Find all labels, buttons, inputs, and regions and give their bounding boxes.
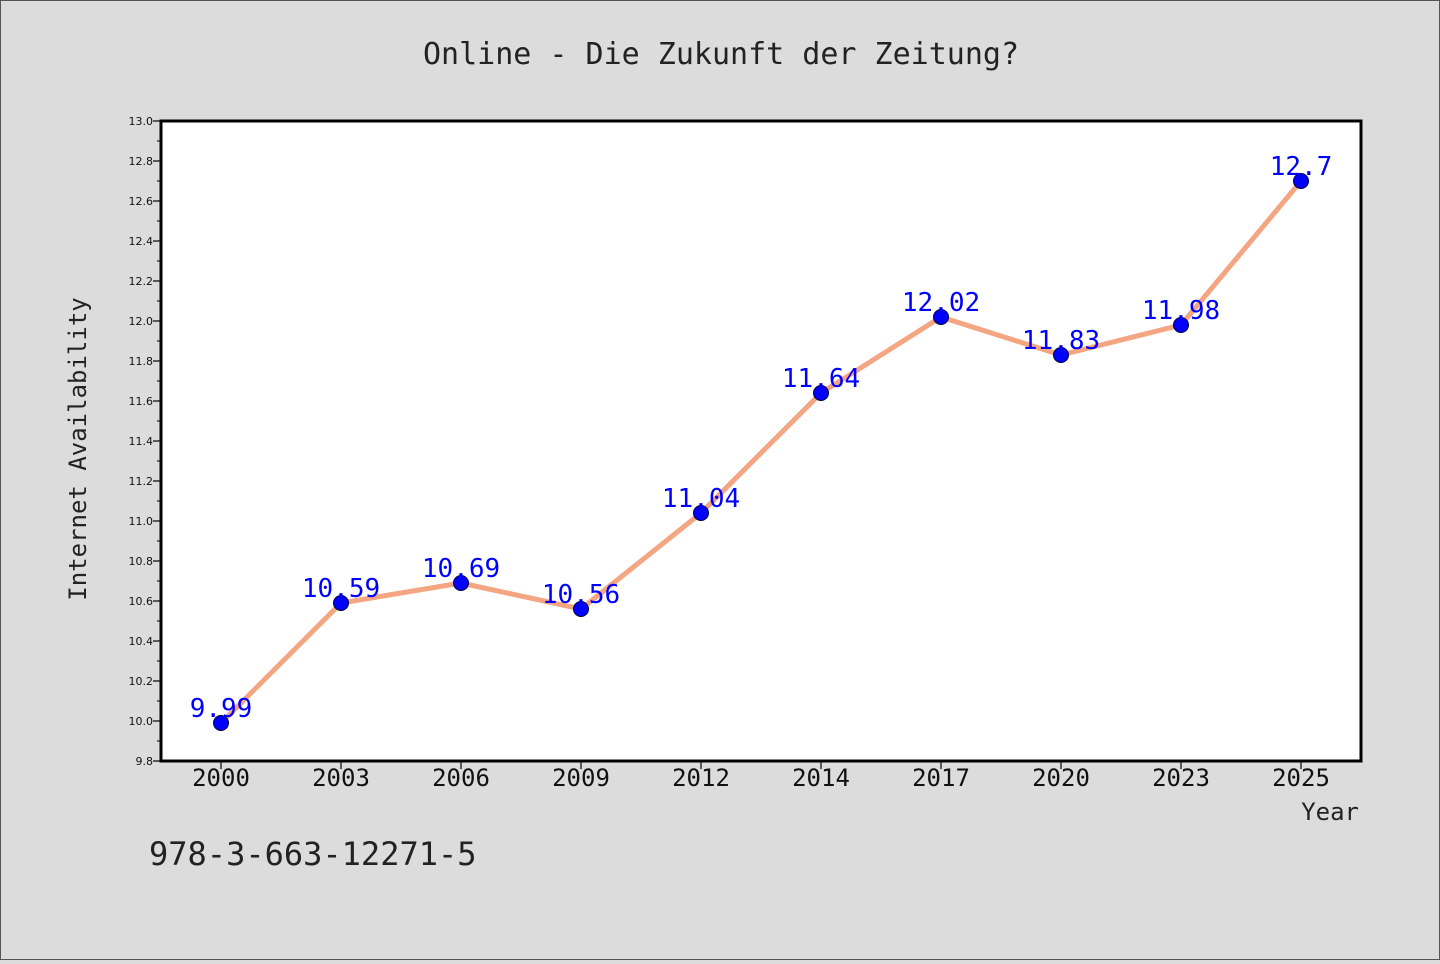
chart-title: Online - Die Zukunft der Zeitung? — [423, 37, 1019, 72]
data-label: 11.98 — [1142, 296, 1220, 326]
y-tick-label: 10.8 — [129, 555, 154, 568]
x-tick-label: 2020 — [1032, 764, 1090, 792]
y-tick-label: 13.0 — [129, 115, 154, 128]
data-point — [453, 575, 469, 591]
data-label: 11.64 — [782, 364, 860, 394]
data-label: 12.02 — [902, 288, 980, 318]
y-tick-label: 10.0 — [129, 715, 154, 728]
series-markers-group — [213, 173, 1309, 731]
y-tick-label: 12.6 — [129, 195, 154, 208]
y-tick-label: 10.4 — [129, 635, 154, 648]
y-tick-label: 9.8 — [136, 755, 154, 768]
data-label: 11.83 — [1022, 326, 1100, 356]
data-label: 9.99 — [190, 694, 253, 724]
y-tick-label: 10.6 — [129, 595, 154, 608]
data-label: 10.56 — [542, 580, 620, 610]
y-tick-label: 11.4 — [129, 435, 154, 448]
data-point — [933, 309, 949, 325]
data-labels-group: 9.99 10.59 10.69 10.56 11.04 11.64 12.02 11.83 1… — [190, 152, 1333, 724]
y-tick-label: 12.2 — [129, 275, 154, 288]
y-tick-label: 11.8 — [129, 355, 154, 368]
y-tick-label: 12.4 — [129, 235, 154, 248]
x-axis-label: Year — [1301, 798, 1359, 826]
data-label: 10.59 — [302, 574, 380, 604]
isbn-text: 978-3-663-12271-5 — [149, 835, 477, 873]
data-label: 11.04 — [662, 484, 740, 514]
y-tick-label: 10.2 — [129, 675, 154, 688]
series-line — [218, 178, 1304, 726]
data-label: 12.7 — [1270, 152, 1333, 182]
x-axis: 2000 2003 2006 2009 2012 2014 2017 2020 2023 2025 — [192, 761, 1330, 792]
x-tick-label: 2014 — [792, 764, 850, 792]
data-point — [333, 595, 349, 611]
x-tick-label: 2000 — [192, 764, 250, 792]
x-tick-label: 2009 — [552, 764, 610, 792]
y-tick-label: 12.8 — [129, 155, 154, 168]
x-tick-label: 2012 — [672, 764, 730, 792]
data-point — [1173, 317, 1189, 333]
data-label: 10.69 — [422, 554, 500, 584]
x-tick-label: 2003 — [312, 764, 370, 792]
x-tick-label: 2023 — [1152, 764, 1210, 792]
data-point — [1293, 173, 1309, 189]
y-tick-label: 11.6 — [129, 395, 154, 408]
data-point — [693, 505, 709, 521]
series-line-group — [218, 178, 1304, 726]
data-point — [573, 601, 589, 617]
x-tick-label: 2017 — [912, 764, 970, 792]
y-axis-label: Internet Availability — [64, 297, 92, 600]
y-tick-label: 11.2 — [129, 475, 154, 488]
data-point — [213, 715, 229, 731]
y-tick-label: 12.0 — [129, 315, 154, 328]
x-tick-label: 2006 — [432, 764, 490, 792]
x-tick-label: 2025 — [1272, 764, 1330, 792]
plot-area — [159, 119, 1363, 763]
y-axis: 9.8 10.0 10.2 10.4 10.6 10.8 11.0 11.2 11.4 11.6 1… — [129, 115, 161, 768]
data-point — [1053, 347, 1069, 363]
data-point — [813, 385, 829, 401]
y-tick-label: 11.0 — [129, 515, 154, 528]
